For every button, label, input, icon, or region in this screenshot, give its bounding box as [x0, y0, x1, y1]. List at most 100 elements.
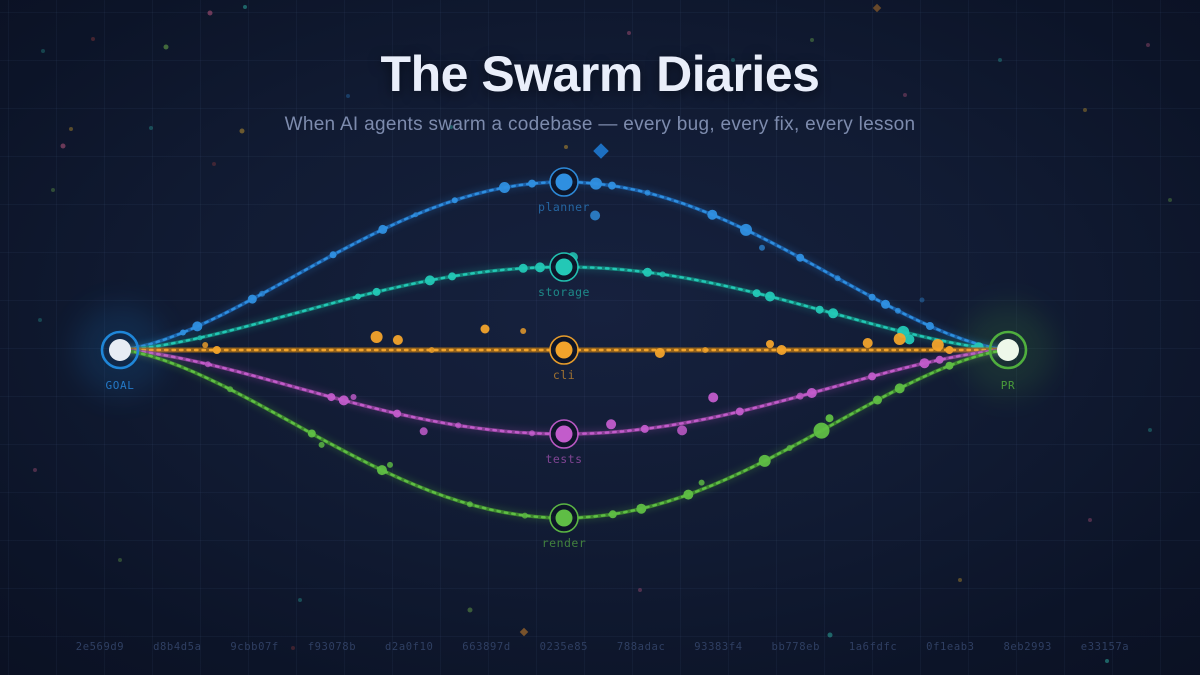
render-commit-dot: [387, 461, 393, 468]
planner-commit-dot: [740, 223, 752, 236]
start-node[interactable]: GOAL: [100, 330, 140, 392]
storage-commit-dot: [815, 305, 824, 314]
planner-commit-dot: [247, 294, 257, 304]
render-commit-dot: [894, 383, 905, 394]
spark-dot: [564, 145, 568, 149]
planner-commit-dot: [259, 290, 266, 297]
start-node-core: [109, 339, 131, 361]
cli-commit-dot: [931, 339, 944, 351]
tests-commit-dot: [919, 358, 930, 369]
tests-commit-dot: [868, 372, 877, 381]
spark-dot: [163, 44, 169, 50]
commit-hash: 2e569d9: [75, 641, 125, 653]
commit-hash: e33157a: [1080, 641, 1130, 653]
render-commit-dot: [608, 510, 617, 519]
spark-dot: [33, 468, 37, 472]
spark-diamond: [872, 3, 882, 13]
planner-commit-dot: [329, 251, 337, 259]
storage-commit-dot: [355, 293, 361, 300]
render-commit-dot: [521, 512, 528, 519]
spark-dot: [149, 126, 153, 130]
cli-commit-dot: [428, 347, 435, 353]
storage-commit-dot: [904, 334, 915, 345]
render-commit-dot: [825, 414, 834, 423]
spark-dot: [627, 31, 631, 35]
tests-commit-dot: [350, 394, 357, 400]
storage-commit-dot: [752, 289, 761, 298]
spark-dot: [212, 162, 216, 166]
spark-dot: [903, 93, 907, 97]
spark-dot: [998, 58, 1002, 62]
render-node[interactable]: [555, 509, 573, 527]
planner-node[interactable]: [555, 173, 573, 191]
planner-commit-dot: [451, 197, 458, 204]
end-node-ring: [988, 330, 1028, 370]
planner-commit-dot: [925, 322, 934, 330]
storage-commit-dot: [765, 291, 775, 302]
cli-commit-dot: [893, 333, 906, 345]
tests-commit-dot: [735, 407, 744, 416]
tests-node[interactable]: [555, 425, 573, 443]
spark-diamond: [519, 627, 529, 637]
spark-dot: [449, 125, 453, 129]
render-commit-dot: [227, 386, 234, 393]
render-label: render: [542, 536, 587, 550]
commit-hash: d8b4d5a: [153, 641, 202, 653]
cli-node[interactable]: [555, 341, 573, 359]
tests-commit-dot: [796, 392, 804, 400]
storage-commit-dot: [372, 287, 381, 296]
storage-commit-dot: [643, 267, 652, 277]
spark-dot: [1088, 518, 1092, 522]
cli-commit-dot: [202, 342, 209, 348]
planner-commit-dot: [499, 182, 510, 193]
storage-node[interactable]: [555, 258, 573, 276]
tests-commit-dot: [327, 393, 336, 402]
spark-diamond: [593, 143, 609, 159]
lane-cli: cli: [118, 324, 1010, 382]
planner-commit-dot: [528, 179, 536, 188]
render-commit-dot: [683, 489, 694, 500]
spark-dot: [467, 607, 473, 613]
commit-hash: 8eb2993: [1003, 641, 1052, 653]
commit-hash: f93078b: [307, 641, 357, 653]
cli-commit-dot: [654, 348, 665, 358]
render-commit-dot: [466, 501, 473, 508]
planner-label: planner: [538, 200, 590, 214]
spark-dot: [243, 5, 247, 9]
render-commit-dot: [307, 429, 316, 438]
spark-dot: [919, 297, 925, 303]
start-node-label: GOAL: [106, 379, 135, 392]
render-commit-dot: [945, 361, 954, 370]
spark-dot: [827, 632, 833, 638]
cli-commit-dot: [520, 328, 527, 334]
tests-commit-dot: [419, 427, 428, 436]
render-commit-dot: [758, 454, 771, 467]
lane-planner: planner: [118, 167, 1010, 354]
planner-commit-dot: [608, 181, 616, 190]
tests-commit-dot: [455, 422, 462, 429]
cli-commit-dot: [480, 324, 490, 334]
end-node-core: [997, 339, 1019, 361]
cli-commit-dot: [212, 346, 221, 354]
spark-dot: [346, 94, 350, 98]
commit-timeline: 2e569d9 d8b4d5a 9cbb07f f93078b d2a0f10 66389…: [0, 641, 1200, 657]
commit-hash: bb778eb: [771, 641, 820, 653]
render-commit-dot: [698, 479, 705, 486]
planner-commit-dot: [590, 177, 602, 190]
tests-commit-dot: [606, 419, 617, 430]
spark-dot: [1168, 198, 1172, 202]
cli-commit-dot: [702, 347, 709, 353]
storage-commit-dot: [448, 272, 457, 281]
spark-dot: [638, 588, 642, 592]
spark-dot: [69, 127, 73, 131]
planner-commit-dot: [180, 329, 186, 336]
tests-commit-dot: [935, 355, 944, 364]
render-commit-dot: [813, 422, 830, 439]
spark-dot: [41, 49, 45, 53]
tests-commit-dot: [806, 388, 817, 398]
planner-commit-dot: [590, 210, 601, 221]
commit-hash: 93383f4: [694, 641, 743, 653]
end-node[interactable]: PR: [988, 330, 1028, 392]
render-commit-dot: [318, 441, 325, 448]
storage-commit-dot: [424, 275, 435, 286]
